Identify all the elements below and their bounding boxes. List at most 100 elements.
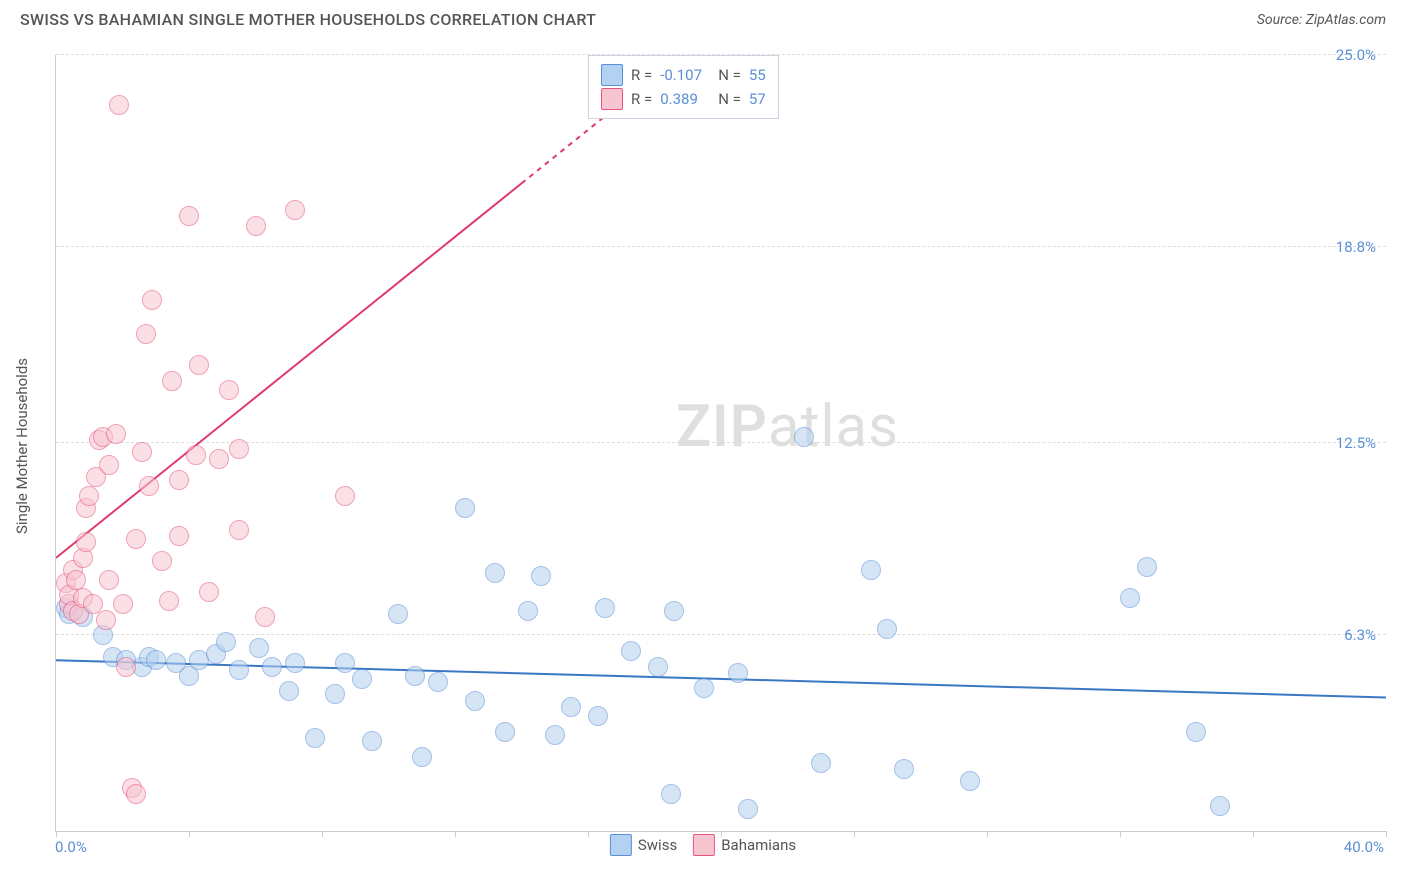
data-point	[229, 439, 249, 459]
n-label: N =	[718, 66, 741, 84]
data-point	[79, 486, 99, 506]
source-attribution: Source: ZipAtlas.com	[1257, 12, 1386, 28]
data-point	[518, 601, 538, 621]
data-point	[76, 532, 96, 552]
data-point	[229, 520, 249, 540]
chart-header: SWISS VS BAHAMIAN SINGLE MOTHER HOUSEHOL…	[0, 0, 1406, 35]
series-legend: Swiss Bahamians	[610, 834, 796, 856]
data-point	[219, 380, 239, 400]
x-tick	[455, 831, 456, 837]
data-point	[262, 657, 282, 677]
x-tick	[189, 831, 190, 837]
n-value: 55	[749, 66, 766, 84]
data-point	[209, 449, 229, 469]
n-label: N =	[718, 90, 741, 108]
data-point	[588, 706, 608, 726]
legend-label: Swiss	[638, 836, 677, 854]
data-point	[1210, 796, 1230, 816]
correlation-legend: R =-0.107N =55R =0.389N =57	[588, 55, 779, 119]
data-point	[561, 697, 581, 717]
data-point	[152, 551, 172, 571]
data-point	[66, 570, 86, 590]
data-point	[325, 684, 345, 704]
x-axis-min-label: 0.0%	[55, 838, 87, 856]
data-point	[162, 371, 182, 391]
data-point	[246, 216, 266, 236]
legend-row: R =-0.107N =55	[601, 64, 766, 86]
x-axis-max-label: 40.0%	[1344, 838, 1384, 856]
data-point	[146, 650, 166, 670]
data-point	[335, 653, 355, 673]
data-point	[126, 784, 146, 804]
data-point	[648, 657, 668, 677]
data-point	[159, 591, 179, 611]
data-point	[405, 666, 425, 686]
x-tick	[987, 831, 988, 837]
data-point	[455, 498, 475, 518]
data-point	[142, 290, 162, 310]
data-point	[388, 604, 408, 624]
data-point	[465, 691, 485, 711]
data-point	[894, 759, 914, 779]
x-tick	[322, 831, 323, 837]
data-point	[109, 95, 129, 115]
data-point	[199, 582, 219, 602]
legend-row: R = 0.389 N = 57	[601, 88, 766, 110]
data-point	[428, 672, 448, 692]
data-point	[285, 200, 305, 220]
x-tick	[1386, 831, 1387, 837]
data-point	[485, 563, 505, 583]
scatter-plot-area: ZIPatlas 6.3%12.5%18.8%25.0%R =-0.107N =…	[55, 55, 1386, 832]
x-tick	[56, 831, 57, 837]
data-point	[531, 566, 551, 586]
data-point	[877, 619, 897, 639]
data-point	[132, 442, 152, 462]
n-value: 57	[749, 90, 766, 108]
data-point	[279, 681, 299, 701]
data-point	[186, 445, 206, 465]
x-tick	[1120, 831, 1121, 837]
y-tick-label: 18.8%	[1336, 238, 1376, 256]
gridline	[56, 634, 1386, 635]
data-point	[305, 728, 325, 748]
data-point	[169, 470, 189, 490]
data-point	[794, 427, 814, 447]
r-value: 0.389	[660, 90, 710, 108]
legend-item: Bahamians	[693, 834, 796, 856]
data-point	[179, 206, 199, 226]
r-label: R =	[631, 66, 652, 84]
data-point	[113, 594, 133, 614]
data-point	[99, 570, 119, 590]
data-point	[960, 771, 980, 791]
data-point	[249, 638, 269, 658]
data-point	[229, 660, 249, 680]
data-point	[595, 598, 615, 618]
legend-item: Swiss	[610, 834, 677, 856]
y-tick-label: 6.3%	[1344, 626, 1376, 644]
gridline	[56, 246, 1386, 247]
data-point	[189, 355, 209, 375]
gridline	[56, 442, 1386, 443]
data-point	[861, 560, 881, 580]
y-tick-label: 25.0%	[1336, 46, 1376, 64]
data-point	[412, 747, 432, 767]
data-point	[169, 526, 189, 546]
legend-label: Bahamians	[721, 836, 796, 854]
data-point	[255, 607, 275, 627]
data-point	[1120, 588, 1140, 608]
x-tick	[588, 831, 589, 837]
data-point	[106, 424, 126, 444]
x-tick	[854, 831, 855, 837]
data-point	[811, 753, 831, 773]
data-point	[352, 669, 372, 689]
data-point	[664, 601, 684, 621]
data-point	[136, 324, 156, 344]
data-point	[661, 784, 681, 804]
data-point	[99, 455, 119, 475]
data-point	[694, 678, 714, 698]
data-point	[362, 731, 382, 751]
r-label: R =	[631, 90, 652, 108]
y-tick-label: 12.5%	[1336, 434, 1376, 452]
data-point	[139, 476, 159, 496]
data-point	[216, 632, 236, 652]
